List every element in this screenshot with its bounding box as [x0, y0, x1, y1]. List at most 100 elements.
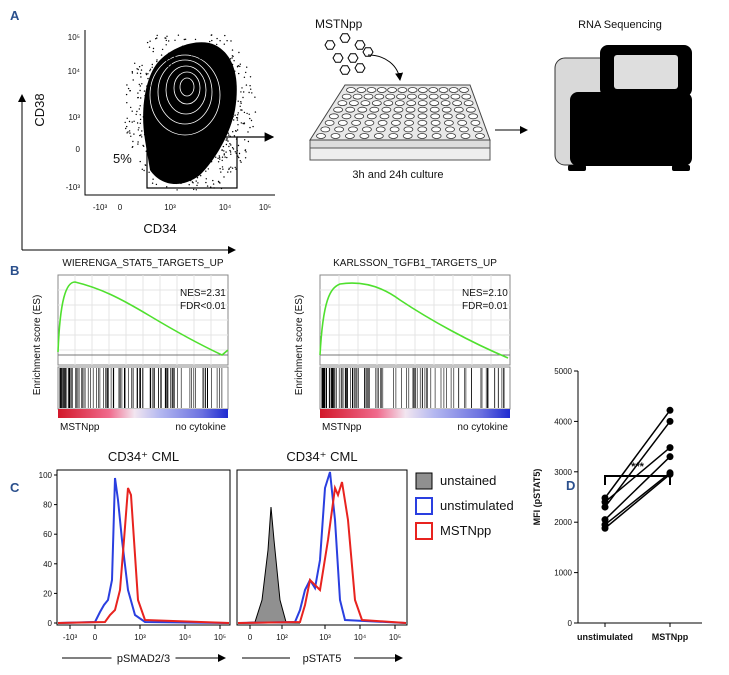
event-dot	[217, 157, 219, 159]
event-dot	[205, 45, 207, 47]
y-tick-label: 10⁴	[68, 67, 81, 76]
event-dot	[131, 110, 133, 112]
event-dot	[222, 59, 225, 61]
event-dot	[147, 77, 149, 80]
event-dot	[222, 168, 224, 170]
event-dot	[137, 96, 139, 99]
legend-swatch	[415, 472, 433, 490]
well	[442, 113, 453, 120]
event-dot	[247, 140, 250, 143]
well	[320, 126, 331, 133]
event-dot	[178, 58, 180, 60]
event-dot	[170, 162, 173, 164]
culture-plate	[309, 84, 491, 161]
event-dot	[165, 39, 167, 42]
event-dot	[160, 66, 163, 68]
event-dot	[214, 55, 216, 57]
event-dot	[240, 91, 242, 93]
event-dot	[140, 69, 143, 71]
event-dot	[147, 122, 150, 125]
event-dot	[137, 129, 139, 131]
event-dot	[184, 38, 187, 40]
y-tick-label: 0	[48, 619, 53, 628]
event-dot	[131, 146, 133, 148]
well	[406, 100, 417, 106]
event-dot	[139, 105, 141, 107]
event-dot	[228, 168, 230, 171]
event-dot	[224, 71, 226, 73]
event-dot	[229, 151, 232, 153]
gsea-plots: WIERENGA_STAT5_TARGETS_UP NES=2.31 FDR<0.0…	[57, 258, 511, 433]
rank-right: no cytokine	[457, 422, 508, 433]
well	[374, 93, 385, 100]
well	[376, 87, 387, 93]
event-dot	[161, 48, 164, 51]
event-dot	[229, 58, 232, 60]
well	[455, 113, 466, 120]
well	[431, 133, 442, 139]
event-dot	[244, 149, 247, 151]
well	[361, 126, 372, 133]
event-dot	[148, 112, 150, 114]
well	[417, 100, 428, 106]
event-dot	[210, 57, 212, 59]
well	[458, 126, 469, 133]
well	[468, 113, 479, 120]
event-dot	[230, 106, 233, 108]
event-dot	[126, 125, 128, 128]
event-dot	[227, 98, 229, 100]
event-dot	[230, 166, 232, 168]
x-tick-label: -10³	[93, 203, 108, 212]
event-dot	[219, 40, 221, 42]
y-tick-label: 20	[43, 589, 52, 598]
event-dot	[237, 112, 239, 114]
hexagon	[332, 53, 344, 63]
y-tick-label: 40	[43, 560, 52, 569]
event-dot	[244, 139, 246, 141]
event-dot	[141, 83, 143, 85]
event-dot	[158, 162, 160, 164]
event-dot	[220, 171, 222, 173]
event-dot	[228, 64, 231, 67]
event-dot	[161, 165, 163, 168]
event-dot	[206, 185, 209, 187]
histogram-2	[236, 469, 408, 626]
event-dot	[173, 158, 176, 160]
event-dot	[221, 149, 223, 152]
event-dot	[233, 78, 235, 80]
event-dot	[139, 134, 141, 137]
event-dot	[195, 189, 197, 191]
event-dot	[243, 111, 246, 114]
event-dot	[223, 150, 225, 152]
event-dot	[238, 51, 240, 54]
event-dot	[254, 96, 256, 98]
event-dot	[225, 139, 227, 141]
event-dot	[130, 106, 132, 109]
well	[439, 93, 450, 100]
gate	[146, 136, 238, 189]
rank-bar	[320, 409, 510, 418]
event-dot	[151, 66, 153, 69]
event-dot	[148, 130, 151, 132]
event-dot	[195, 180, 197, 182]
histogram-curve	[237, 481, 407, 624]
event-dot	[152, 143, 154, 145]
event-dot	[188, 47, 190, 49]
pair-line	[604, 473, 671, 529]
event-dot	[167, 62, 169, 65]
event-dot	[164, 37, 166, 39]
event-dot	[154, 149, 157, 151]
well	[460, 133, 471, 139]
pair-line	[604, 456, 671, 521]
event-dot	[207, 168, 209, 170]
event-dot	[231, 63, 234, 66]
event-dot	[150, 126, 152, 128]
event-dot	[144, 115, 146, 117]
event-dot	[228, 145, 230, 148]
event-dot	[163, 60, 165, 62]
y-axis-label: CD38	[32, 93, 47, 126]
event-dot	[146, 41, 149, 44]
point	[666, 417, 674, 425]
hexagon	[339, 65, 351, 75]
y-tick-label: 0	[76, 145, 81, 154]
